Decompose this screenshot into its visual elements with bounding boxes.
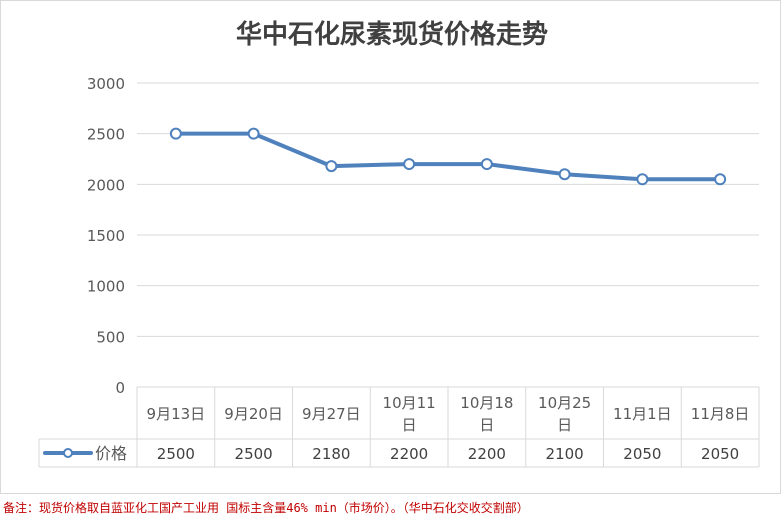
x-category-label: 10月18	[460, 394, 513, 412]
data-point	[558, 168, 571, 181]
data-point	[714, 173, 727, 186]
x-category-label: 日	[402, 416, 417, 434]
y-tick-label: 2500	[87, 126, 125, 144]
x-category-label: 10月25	[538, 394, 591, 412]
data-table-value: 2200	[390, 445, 428, 463]
y-tick-label: 0	[115, 379, 125, 397]
data-table-value: 2050	[623, 445, 661, 463]
data-table-value: 2050	[701, 445, 739, 463]
footnote: 备注：现货价格取自蓝亚化工国产工业用 国标主含量46% min（市场价）。（华中…	[3, 501, 529, 515]
data-table-value: 2500	[157, 445, 195, 463]
x-category-label: 11月1日	[613, 405, 672, 423]
legend-key-marker	[63, 448, 73, 458]
line-chart: 华中石化尿素现货价格走势 0 500 1000 1500 2000 2500 3000 9月…	[38, 19, 760, 468]
data-point	[480, 158, 493, 171]
series-line	[173, 131, 723, 182]
data-point	[169, 127, 182, 140]
y-tick-label: 2000	[87, 176, 125, 194]
chart-frame: 华中石化尿素现货价格走势 0 500 1000 1500 2000 2500 3000 9月…	[0, 0, 781, 494]
data-point	[403, 158, 416, 171]
y-tick-label: 1500	[87, 227, 125, 245]
data-table-value: 2100	[546, 445, 584, 463]
data-table-value: 2200	[468, 445, 506, 463]
data-table-value: 2180	[312, 445, 350, 463]
x-category-label: 日	[479, 416, 494, 434]
x-category-label: 9月20日	[224, 405, 283, 423]
data-point	[636, 173, 649, 186]
y-tick-label: 3000	[87, 75, 125, 93]
x-category-label: 9月13日	[147, 405, 206, 423]
y-tick-label: 1000	[87, 278, 125, 296]
data-table-value: 2500	[235, 445, 273, 463]
y-tick-label: 500	[96, 328, 125, 346]
x-category-label: 日	[557, 416, 572, 434]
x-category-label: 11月8日	[691, 405, 750, 423]
chart-title: 华中石化尿素现货价格走势	[236, 19, 548, 50]
legend-label: 价格	[95, 444, 127, 463]
data-point	[325, 160, 338, 173]
x-category-label: 9月27日	[302, 405, 361, 423]
data-point	[247, 127, 260, 140]
x-category-label: 10月11	[383, 394, 436, 412]
